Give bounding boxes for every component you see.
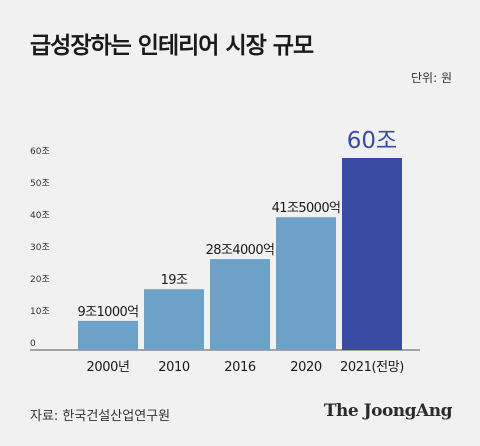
bar-3 (276, 217, 336, 350)
y-tick-label: 30조 (30, 243, 50, 253)
chart-title: 급성장하는 인테리어 시장 규모 (30, 33, 314, 59)
unit-label: 단위: 원 (411, 71, 452, 85)
bar-value-label: 28조4000억 (206, 243, 275, 258)
x-tick-label: 2016 (224, 360, 256, 375)
y-tick-label: 50조 (30, 179, 50, 189)
x-tick-label: 2021(전망) (340, 360, 404, 375)
y-tick-label: 40조 (30, 211, 50, 221)
bar-4 (342, 158, 402, 350)
bar-value-label: 19조 (161, 273, 188, 288)
bar-0 (78, 320, 138, 350)
bar-1 (144, 289, 204, 350)
y-tick-label: 10조 (30, 307, 50, 317)
bar-value-label: 9조1000억 (77, 305, 138, 320)
y-tick-label: 0 (30, 339, 36, 349)
y-tick-label: 20조 (30, 275, 50, 285)
brand-logo: The JoongAng (323, 401, 453, 421)
y-tick-label: 60조 (30, 147, 50, 157)
bar-value-label: 60조 (347, 128, 397, 154)
x-tick-label: 2000년 (86, 360, 129, 375)
bar-value-label: 41조5000억 (272, 201, 341, 216)
source-note: 자료: 한국건설산업연구원 (30, 409, 171, 424)
x-tick-label: 2010 (158, 360, 190, 375)
x-tick-label: 2020 (290, 360, 322, 375)
bar-2 (210, 259, 270, 350)
